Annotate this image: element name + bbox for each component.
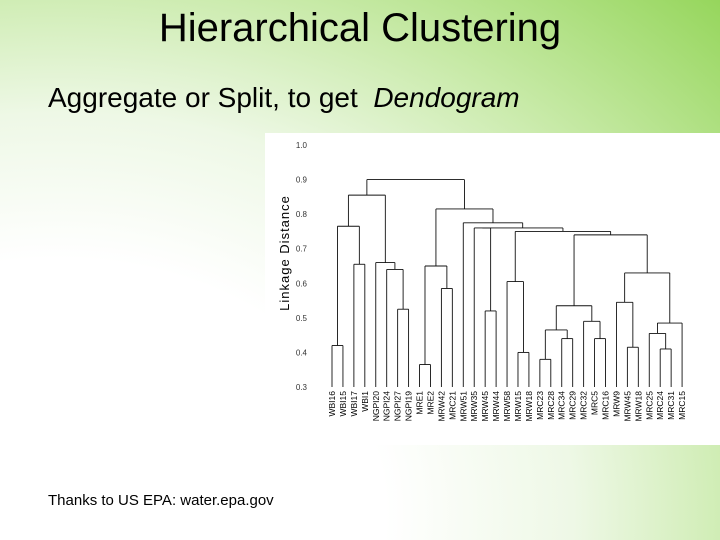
leaf-label: MRW35 xyxy=(469,391,479,422)
dendrogram-figure: 1.0 0.9 0.8 0.7 0.6 0.5 0.4 0.3 WBI16 WBI15 WBI17… xyxy=(265,133,720,445)
leaf-label: MRW42 xyxy=(436,391,446,422)
leaf-label: WBI16 xyxy=(327,391,337,417)
leaf-label: MRC31 xyxy=(666,391,676,420)
leaf-label: MRC5 xyxy=(590,391,600,415)
subtitle-text: Aggregate or Split, to get xyxy=(48,82,358,113)
leaf-label: MRC15 xyxy=(677,391,687,420)
leaf-label: MRC23 xyxy=(535,391,545,420)
y-tick-label: 0.4 xyxy=(296,348,308,357)
leaf-label: MRE2 xyxy=(425,391,435,415)
leaf-label: MRW15 xyxy=(513,391,523,422)
leaf-label: MRC24 xyxy=(655,391,665,420)
leaf-label: MRE1 xyxy=(415,391,425,415)
leaf-label: WBI15 xyxy=(338,391,348,417)
leaf-label: NGPI24 xyxy=(382,391,392,422)
dendrogram-links xyxy=(331,179,683,387)
y-tick-label: 0.7 xyxy=(296,245,308,254)
leaf-label: MRW58 xyxy=(502,391,512,422)
credit-text: Thanks to US EPA: water.epa.gov xyxy=(48,492,274,509)
leaf-label: NGPI27 xyxy=(393,391,403,422)
leaf-label: MRW18 xyxy=(524,391,534,422)
slide-subtitle: Aggregate or Split, to get Dendogram xyxy=(48,82,520,114)
y-tick-label: 0.3 xyxy=(296,383,308,392)
y-tick-label: 0.9 xyxy=(296,176,308,185)
slide-title: Hierarchical Clustering xyxy=(158,6,562,50)
leaf-label: MRC32 xyxy=(579,391,589,420)
leaf-label: MRC25 xyxy=(644,391,654,420)
leaf-label: NGPI20 xyxy=(371,391,381,422)
y-axis: 1.0 0.9 0.8 0.7 0.6 0.5 0.4 0.3 xyxy=(296,141,308,392)
leaf-label: MRW44 xyxy=(491,391,501,422)
leaf-labels: WBI16 WBI15 WBI17 WBI1 NGPI20 NGPI24 NGPI27 NGP… xyxy=(327,391,687,422)
leaf-label: MRW45 xyxy=(622,391,632,422)
leaf-label: MRC34 xyxy=(557,391,567,420)
subtitle-emphasis: Dendogram xyxy=(373,82,520,113)
leaf-label: MRW51 xyxy=(458,391,468,422)
leaf-label: MRC16 xyxy=(601,391,611,420)
dendrogram-chart: 1.0 0.9 0.8 0.7 0.6 0.5 0.4 0.3 WBI16 WBI15 WBI17… xyxy=(277,141,687,422)
leaf-label: MRW45 xyxy=(480,391,490,422)
leaf-label: MRC28 xyxy=(546,391,556,420)
leaf-label: NGPI19 xyxy=(404,391,414,422)
leaf-label: MRC21 xyxy=(447,391,457,420)
leaf-label: WBI1 xyxy=(360,391,370,412)
y-tick-label: 0.6 xyxy=(296,279,308,288)
leaf-label: MRW18 xyxy=(633,391,643,422)
y-tick-label: 1.0 xyxy=(296,141,308,150)
y-tick-label: 0.8 xyxy=(296,210,308,219)
leaf-label: WBI17 xyxy=(349,391,359,417)
y-tick-label: 0.5 xyxy=(296,314,308,323)
leaf-label: MRC29 xyxy=(568,391,578,420)
leaf-label: MRW9 xyxy=(611,391,621,417)
y-axis-label: Linkage Distance xyxy=(277,195,292,311)
